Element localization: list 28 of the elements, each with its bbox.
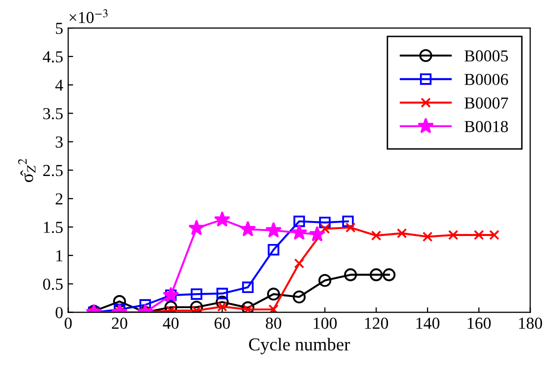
y-tick-label: 2: [56, 193, 62, 204]
x-tick-label: 60: [214, 318, 230, 329]
y-tick-label: 4: [55, 80, 64, 91]
y-tick-label: 3: [56, 136, 63, 148]
x-tick-label: 80: [266, 318, 282, 329]
y-tick-label: 0.5: [43, 278, 63, 290]
y-tick-label: 3.5: [43, 108, 63, 120]
y-tick-label: 1: [56, 250, 62, 262]
x-axis-title: Cycle number: [249, 338, 350, 354]
x-tick-label: 180: [519, 318, 542, 329]
legend-label: B0005: [464, 50, 508, 62]
x-tick-label: 0: [64, 318, 72, 329]
legend-label: B0018: [464, 120, 508, 132]
x-tick-label: 120: [365, 318, 388, 329]
x-tick-label: 40: [162, 318, 179, 329]
x-tick-label: 160: [468, 318, 491, 329]
y-tick-label: 1.5: [44, 222, 63, 234]
y-tick-label: 0: [56, 306, 63, 318]
y-tick-label: 5: [56, 22, 63, 34]
text: ×10$^{−3}$: [70, 9, 108, 24]
x-tick-label: 100: [314, 318, 337, 329]
x-tick-label: 140: [416, 318, 440, 329]
y-tick-label: 2.5: [43, 164, 63, 176]
legend-label: B0007: [464, 97, 508, 109]
y-tick-label: 4.5: [42, 51, 63, 62]
legend-label: B0006: [464, 74, 508, 86]
y-axis-title: σ̂$_{Z}$$^{2}$: [18, 158, 36, 182]
x-tick-label: 20: [112, 318, 128, 329]
